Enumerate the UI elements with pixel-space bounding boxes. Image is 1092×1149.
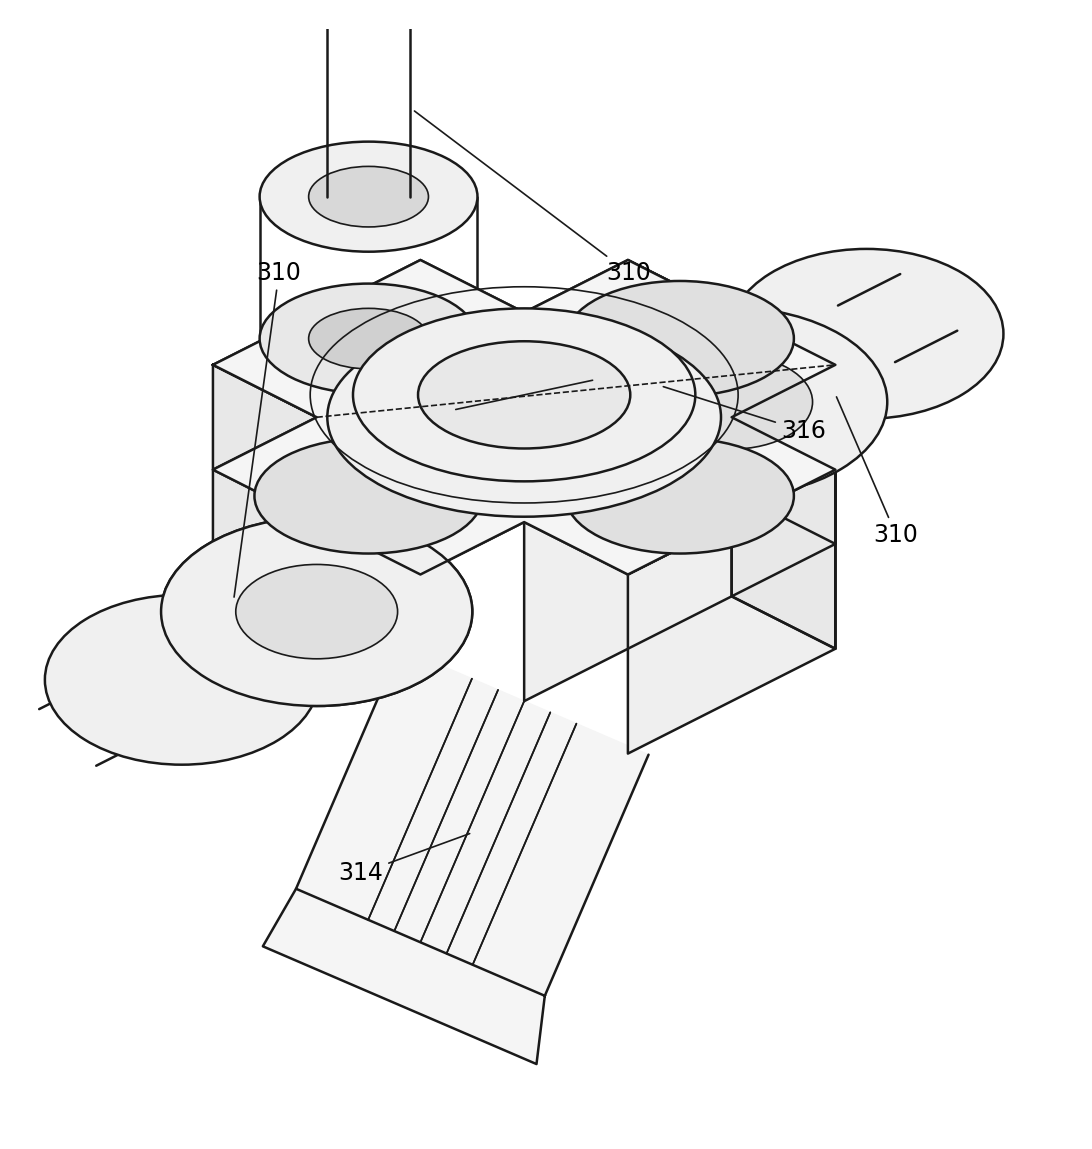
Polygon shape bbox=[628, 470, 835, 754]
Polygon shape bbox=[296, 648, 649, 996]
Ellipse shape bbox=[260, 284, 477, 394]
Ellipse shape bbox=[309, 308, 428, 369]
Ellipse shape bbox=[45, 595, 319, 765]
Ellipse shape bbox=[254, 438, 483, 554]
Ellipse shape bbox=[651, 355, 812, 449]
Polygon shape bbox=[524, 365, 835, 701]
Ellipse shape bbox=[575, 308, 887, 496]
Text: 310: 310 bbox=[836, 396, 918, 547]
Ellipse shape bbox=[566, 282, 794, 396]
Text: 310: 310 bbox=[415, 111, 651, 285]
Text: 316: 316 bbox=[663, 387, 826, 444]
Ellipse shape bbox=[566, 438, 794, 554]
Ellipse shape bbox=[236, 564, 397, 658]
Polygon shape bbox=[732, 417, 835, 649]
Ellipse shape bbox=[161, 517, 472, 705]
Polygon shape bbox=[263, 889, 545, 1064]
Ellipse shape bbox=[328, 318, 721, 517]
Text: 314: 314 bbox=[339, 834, 470, 885]
Polygon shape bbox=[732, 417, 835, 649]
Ellipse shape bbox=[353, 308, 696, 481]
Ellipse shape bbox=[260, 141, 477, 252]
Text: 310: 310 bbox=[234, 261, 301, 597]
Polygon shape bbox=[213, 260, 835, 574]
Polygon shape bbox=[213, 365, 317, 596]
Polygon shape bbox=[213, 260, 835, 574]
Polygon shape bbox=[701, 307, 892, 431]
Ellipse shape bbox=[729, 249, 1004, 418]
Ellipse shape bbox=[418, 341, 630, 448]
Polygon shape bbox=[628, 260, 835, 543]
Polygon shape bbox=[156, 583, 347, 707]
Ellipse shape bbox=[309, 167, 428, 228]
Ellipse shape bbox=[161, 517, 472, 705]
